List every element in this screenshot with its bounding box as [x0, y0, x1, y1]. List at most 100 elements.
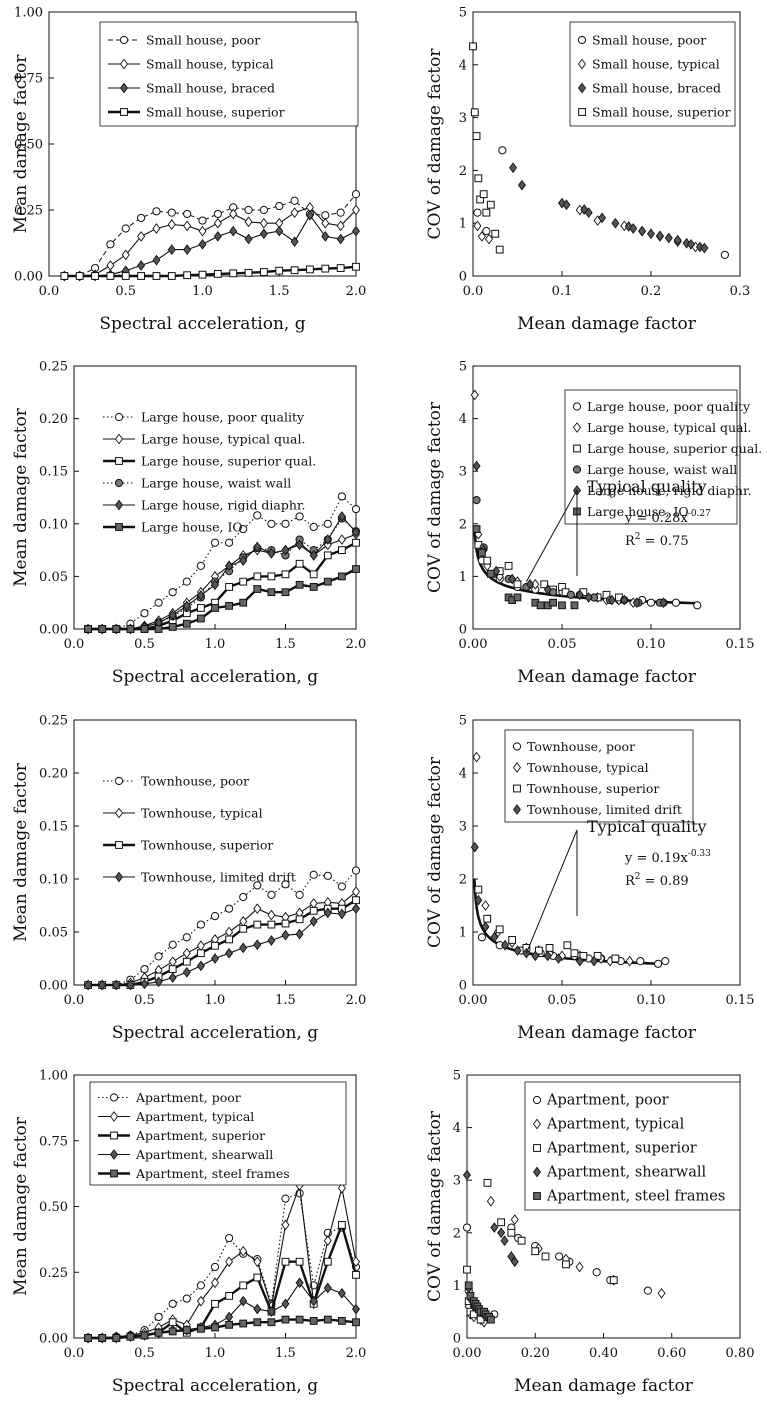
series-6 [472, 525, 579, 610]
data-point [281, 1194, 290, 1203]
data-point [196, 1295, 205, 1307]
data-point [267, 547, 276, 559]
data-point [510, 1214, 519, 1226]
legend-label: Apartment, poor [546, 1093, 669, 1109]
y-tick-label: 0.05 [39, 570, 68, 585]
data-point [654, 959, 663, 968]
x-tick-label: 2.0 [346, 284, 367, 299]
data-point [337, 492, 346, 501]
y-axis-title: Mean damage factor [11, 762, 31, 942]
data-point [543, 584, 552, 595]
data-point [295, 915, 304, 924]
y-tick-label: 0.05 [39, 926, 68, 941]
data-point [281, 919, 290, 928]
series-line [88, 1192, 357, 1339]
legend-item: Townhouse, limited drift [103, 870, 296, 885]
legend-item: Large house, poor quality [572, 399, 751, 414]
data-point [336, 220, 345, 232]
data-layer [470, 751, 670, 968]
data-point [337, 511, 346, 522]
data-point [486, 1195, 495, 1207]
data-point [472, 496, 481, 505]
data-point [267, 935, 276, 946]
legend-label: Apartment, shearwall [135, 1147, 273, 1162]
data-point [213, 231, 222, 242]
data-point [351, 526, 361, 538]
data-point [517, 179, 526, 191]
data-point [267, 588, 276, 597]
data-point [259, 205, 268, 215]
y-axis-title: COV of damage factor [425, 1110, 445, 1302]
data-point [253, 881, 262, 890]
legend-marker [115, 523, 123, 531]
series-4 [469, 42, 504, 254]
data-layer [84, 1180, 361, 1344]
data-point [239, 555, 248, 566]
data-point [482, 208, 491, 217]
legend-label: Small house, braced [146, 81, 275, 96]
data-point [657, 1287, 666, 1299]
series-4 [60, 262, 360, 280]
legend-marker [572, 402, 582, 411]
data-point [479, 190, 488, 199]
data-point [486, 569, 495, 578]
legend-item: Townhouse, limited drift [512, 802, 682, 817]
data-point [239, 598, 248, 607]
data-point [239, 916, 248, 927]
chart-panel-4: 0.00 0.05 0.10 0.15 0 1 2 3 4 5 Mean damage factor… [425, 360, 762, 688]
data-point [168, 1318, 177, 1327]
data-point [225, 601, 233, 610]
data-point [323, 871, 332, 880]
data-point [281, 519, 290, 528]
data-point [281, 588, 290, 597]
data-point [472, 460, 481, 472]
data-point [84, 625, 92, 633]
legend-marker [512, 742, 522, 751]
data-point [167, 219, 176, 230]
data-layer [468, 42, 729, 259]
data-point [720, 250, 729, 259]
data-point [211, 941, 219, 950]
data-point [323, 551, 332, 560]
data-point [486, 200, 495, 209]
data-point [545, 944, 554, 952]
data-point [140, 625, 149, 633]
x-tick-label: 0.00 [459, 637, 488, 652]
legend-label: Small house, poor [146, 33, 260, 48]
data-point [337, 534, 346, 545]
y-tick-label: 0 [459, 623, 467, 638]
data-point [244, 216, 253, 228]
data-point [306, 265, 314, 274]
data-point [168, 965, 177, 974]
data-point [281, 1257, 290, 1266]
legend-marker [110, 1169, 118, 1178]
legend-box [89, 1081, 347, 1186]
data-point [140, 1331, 149, 1340]
data-point [210, 912, 220, 921]
data-point [305, 209, 314, 221]
data-point [482, 227, 491, 236]
data-point [508, 936, 517, 944]
chart-panel-1: 0.0 0.5 1.0 1.5 2.0 0.00 0.25 0.50 0.75 1.00 Spect… [11, 6, 366, 335]
data-point [183, 271, 192, 280]
x-axis-title: Spectral acceleration, g [112, 1376, 318, 1396]
legend-item: Large house, rigid diaphr. [103, 498, 306, 513]
data-point [473, 208, 482, 217]
x-tick-label: 0.00 [459, 993, 488, 1008]
legend-marker [572, 422, 582, 433]
data-point [483, 1178, 492, 1187]
data-point [197, 614, 205, 623]
data-point [112, 1334, 121, 1342]
data-point [106, 240, 115, 249]
data-point [323, 577, 332, 586]
series-line [88, 495, 357, 630]
legend-item: Large house, waist wall [572, 462, 737, 477]
data-point [98, 979, 107, 991]
data-point [253, 903, 262, 915]
y-axis-title: Mean damage factor [11, 407, 31, 587]
y-tick-label: 0 [459, 270, 467, 285]
data-point [609, 1276, 618, 1285]
data-point [337, 1287, 346, 1299]
data-point [338, 1317, 346, 1325]
x-tick-label: 0.60 [657, 1346, 686, 1361]
